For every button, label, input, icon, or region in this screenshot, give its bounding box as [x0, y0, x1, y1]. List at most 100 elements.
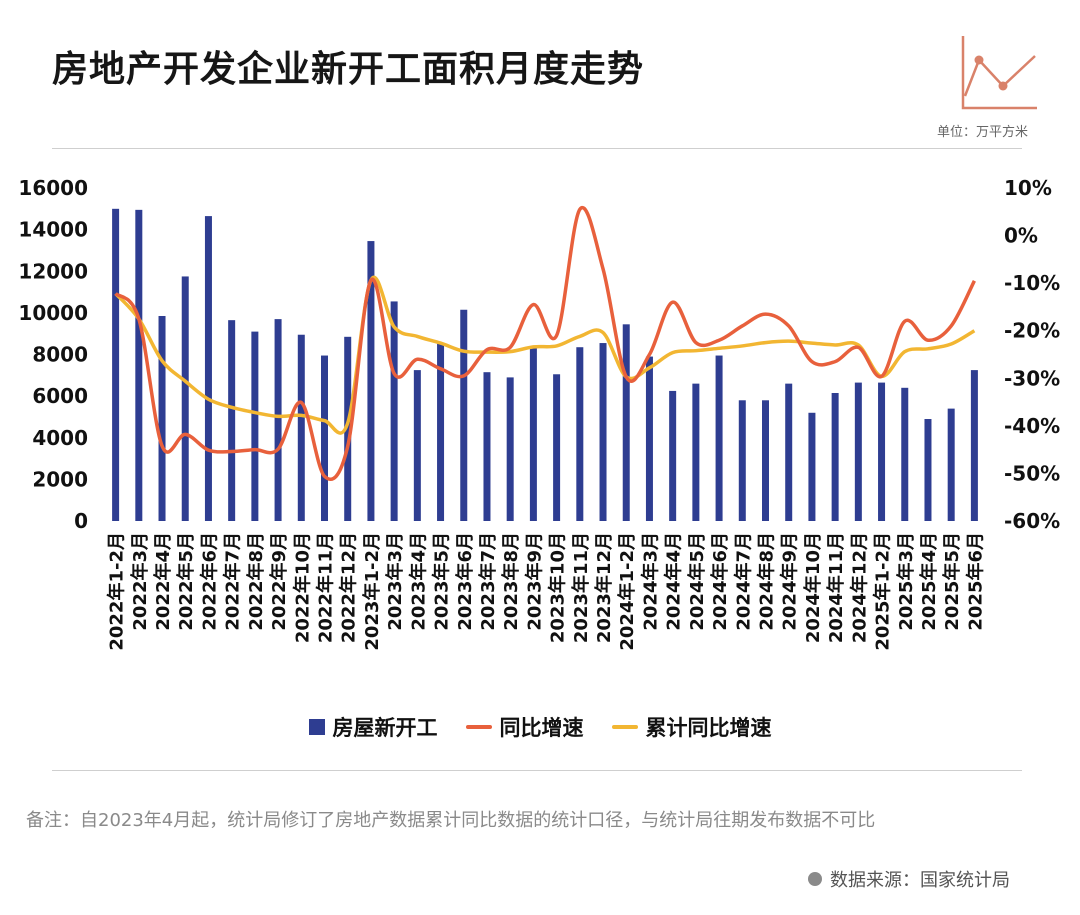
x-tick-label: 2024年10月 [802, 532, 824, 643]
bar-10 [321, 355, 328, 521]
bar-38 [970, 370, 978, 521]
y-left-tick-label: 0 [74, 509, 88, 533]
y-right-tick-label: -20% [1004, 319, 1060, 343]
y-left-tick-label: 4000 [32, 426, 88, 450]
x-tick-label: 2023年5月 [431, 532, 453, 631]
bar-19 [529, 348, 537, 521]
x-tick-label: 2024年5月 [686, 532, 708, 631]
x-tick-label: 2023年4月 [407, 532, 429, 631]
footer-divider [52, 770, 1022, 771]
bar-23 [622, 324, 630, 521]
bar-18 [506, 377, 514, 521]
legend-item-yoy: 同比增速 [465, 712, 584, 742]
header-divider [52, 148, 1022, 149]
chart-legend: 房屋新开工 同比增速 累计同比增速 [0, 712, 1080, 742]
x-tick-label: 2025年5月 [941, 532, 963, 631]
bar-29 [762, 400, 769, 521]
y-left-tick-label: 8000 [32, 343, 88, 367]
bar-27 [715, 355, 723, 521]
x-tick-label: 2025年3月 [895, 532, 917, 631]
bar-16 [460, 309, 468, 521]
x-tick-label: 2022年9月 [268, 532, 290, 631]
data-source: 数据来源：国家统计局 [808, 866, 1010, 892]
x-tick-label: 2022年4月 [152, 532, 174, 631]
bar-21 [576, 347, 584, 521]
y-left-tick-label: 16000 [18, 176, 88, 200]
legend-label-yoy: 同比增速 [499, 716, 584, 740]
y-right-tick-label: -50% [1004, 461, 1060, 485]
y-left-tick-label: 2000 [32, 467, 88, 491]
bar-11 [344, 336, 352, 521]
x-tick-label: 2024年4月 [663, 532, 685, 631]
legend-label-bars: 房屋新开工 [332, 716, 438, 740]
x-tick-label: 2024年8月 [756, 532, 778, 631]
bar-35 [901, 387, 909, 521]
bar-4 [181, 276, 189, 521]
bar-32 [831, 393, 839, 521]
bar-3 [158, 315, 166, 521]
x-tick-label: 2022年10月 [291, 532, 313, 643]
y-right-tick-label: -30% [1004, 366, 1060, 390]
bullet-icon [808, 872, 822, 886]
x-tick-label: 2025年6月 [964, 532, 986, 631]
x-tick-label: 2023年6月 [454, 532, 476, 631]
y-left-tick-label: 6000 [32, 384, 88, 408]
x-tick-label: 2023年8月 [500, 532, 522, 631]
bar-8 [274, 319, 282, 521]
bar-25 [669, 390, 677, 521]
y-right-tick-label: -60% [1004, 509, 1060, 533]
footnote: 备注：自2023年4月起，统计局修订了房地产数据累计同比数据的统计口径，与统计局… [26, 810, 876, 831]
bar-14 [413, 370, 421, 521]
legend-swatch-bars [308, 719, 325, 735]
y-right-tick-label: 10% [1004, 176, 1052, 200]
bar-13 [390, 301, 398, 521]
x-tick-label: 2023年7月 [477, 532, 499, 631]
bar-6 [228, 320, 236, 521]
bar-26 [692, 383, 700, 521]
x-tick-label: 2024年6月 [709, 532, 731, 631]
x-tick-label: 2024年3月 [639, 532, 661, 631]
bar-20 [553, 374, 561, 521]
trend-line-icon [961, 36, 1037, 110]
y-left-tick-label: 14000 [18, 218, 88, 242]
bar-24 [645, 356, 653, 521]
bar-1 [112, 208, 120, 521]
x-tick-label: 2024年1-2月 [616, 532, 638, 651]
x-tick-label: 2025年1-2月 [872, 532, 894, 651]
bar-12 [367, 241, 375, 521]
bar-5 [204, 216, 212, 522]
x-tick-label: 2022年7月 [222, 532, 244, 631]
legend-swatch-yoy [465, 725, 492, 729]
x-tick-label: 2024年11月 [825, 532, 847, 643]
x-tick-label: 2023年12月 [593, 532, 615, 643]
bar-31 [808, 412, 816, 521]
legend-swatch-cumulative [611, 725, 638, 729]
bar-2 [135, 209, 143, 521]
series-line-cumulative [114, 275, 976, 435]
bar-30 [785, 383, 793, 521]
x-tick-label: 2023年11月 [570, 532, 592, 643]
unit-label: 单位：万平方米 [936, 125, 1028, 140]
y-left-tick-label: 10000 [18, 301, 88, 325]
x-tick-label: 2022年3月 [129, 532, 151, 631]
bar-33 [854, 382, 862, 521]
x-tick-label: 2023年3月 [384, 532, 406, 631]
chart-title: 房地产开发企业新开工面积月度走势 [52, 49, 645, 90]
x-tick-label: 2024年9月 [779, 532, 801, 631]
bar-34 [878, 382, 886, 521]
y-left-tick-label: 12000 [18, 259, 88, 283]
y-right-tick-label: -10% [1004, 271, 1060, 295]
x-tick-label: 2022年8月 [245, 532, 267, 631]
x-tick-label: 2024年12月 [848, 532, 870, 643]
x-tick-label: 2022年1-2月 [106, 532, 128, 651]
y-right-tick-label: 0% [1004, 224, 1038, 248]
legend-item-bars: 房屋新开工 [308, 712, 438, 742]
x-tick-label: 2023年9月 [523, 532, 545, 631]
series-line-yoy [114, 205, 976, 481]
bar-37 [947, 408, 955, 521]
bar-7 [251, 331, 259, 521]
x-tick-label: 2022年6月 [198, 532, 220, 631]
legend-item-cumulative: 累计同比增速 [611, 712, 772, 742]
bar-9 [297, 334, 305, 521]
bar-15 [437, 343, 445, 521]
